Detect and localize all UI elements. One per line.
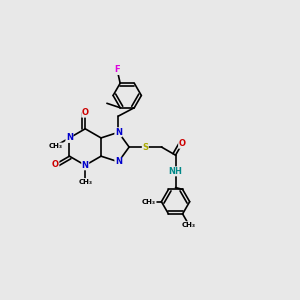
Text: N: N — [66, 134, 73, 142]
Text: N: N — [82, 161, 89, 170]
Text: F: F — [114, 65, 120, 74]
Text: N: N — [115, 157, 122, 166]
Text: NH: NH — [169, 167, 182, 176]
Text: CH₃: CH₃ — [48, 143, 62, 149]
Text: O: O — [82, 108, 89, 117]
Text: CH₃: CH₃ — [142, 199, 156, 205]
Text: N: N — [115, 128, 122, 137]
Text: CH₃: CH₃ — [182, 222, 196, 228]
Text: O: O — [52, 160, 59, 169]
Text: S: S — [142, 142, 148, 152]
Text: CH₃: CH₃ — [78, 178, 92, 184]
Text: O: O — [179, 139, 186, 148]
